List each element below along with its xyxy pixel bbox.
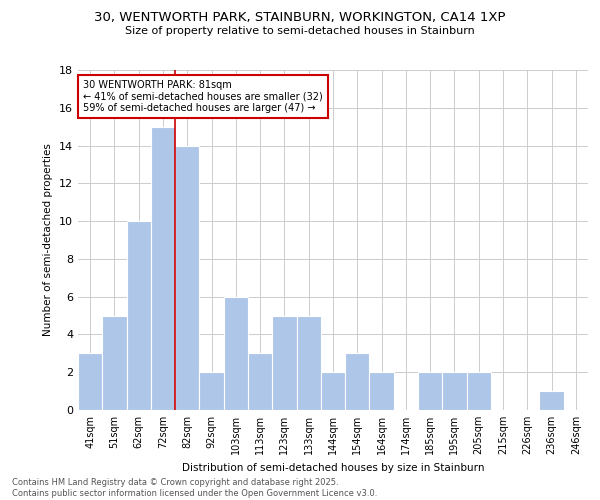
Bar (272, 316, 296, 410)
Bar (296, 316, 321, 410)
Bar (151, 126, 175, 410)
Text: Size of property relative to semi-detached houses in Stainburn: Size of property relative to semi-detach… (125, 26, 475, 36)
Text: 30 WENTWORTH PARK: 81sqm
← 41% of semi-detached houses are smaller (32)
59% of s: 30 WENTWORTH PARK: 81sqm ← 41% of semi-d… (83, 80, 323, 114)
Bar (224, 296, 248, 410)
Bar (321, 372, 345, 410)
Bar (467, 372, 491, 410)
Bar (418, 372, 442, 410)
Text: Contains HM Land Registry data © Crown copyright and database right 2025.
Contai: Contains HM Land Registry data © Crown c… (12, 478, 377, 498)
Bar (248, 354, 272, 410)
Y-axis label: Number of semi-detached properties: Number of semi-detached properties (43, 144, 53, 336)
X-axis label: Distribution of semi-detached houses by size in Stainburn: Distribution of semi-detached houses by … (182, 462, 484, 472)
Bar (78, 354, 102, 410)
Bar (345, 354, 370, 410)
Bar (199, 372, 224, 410)
Bar (127, 221, 151, 410)
Bar (102, 316, 127, 410)
Bar (539, 391, 564, 410)
Bar (370, 372, 394, 410)
Bar (175, 146, 199, 410)
Text: 30, WENTWORTH PARK, STAINBURN, WORKINGTON, CA14 1XP: 30, WENTWORTH PARK, STAINBURN, WORKINGTO… (94, 11, 506, 24)
Bar (442, 372, 467, 410)
